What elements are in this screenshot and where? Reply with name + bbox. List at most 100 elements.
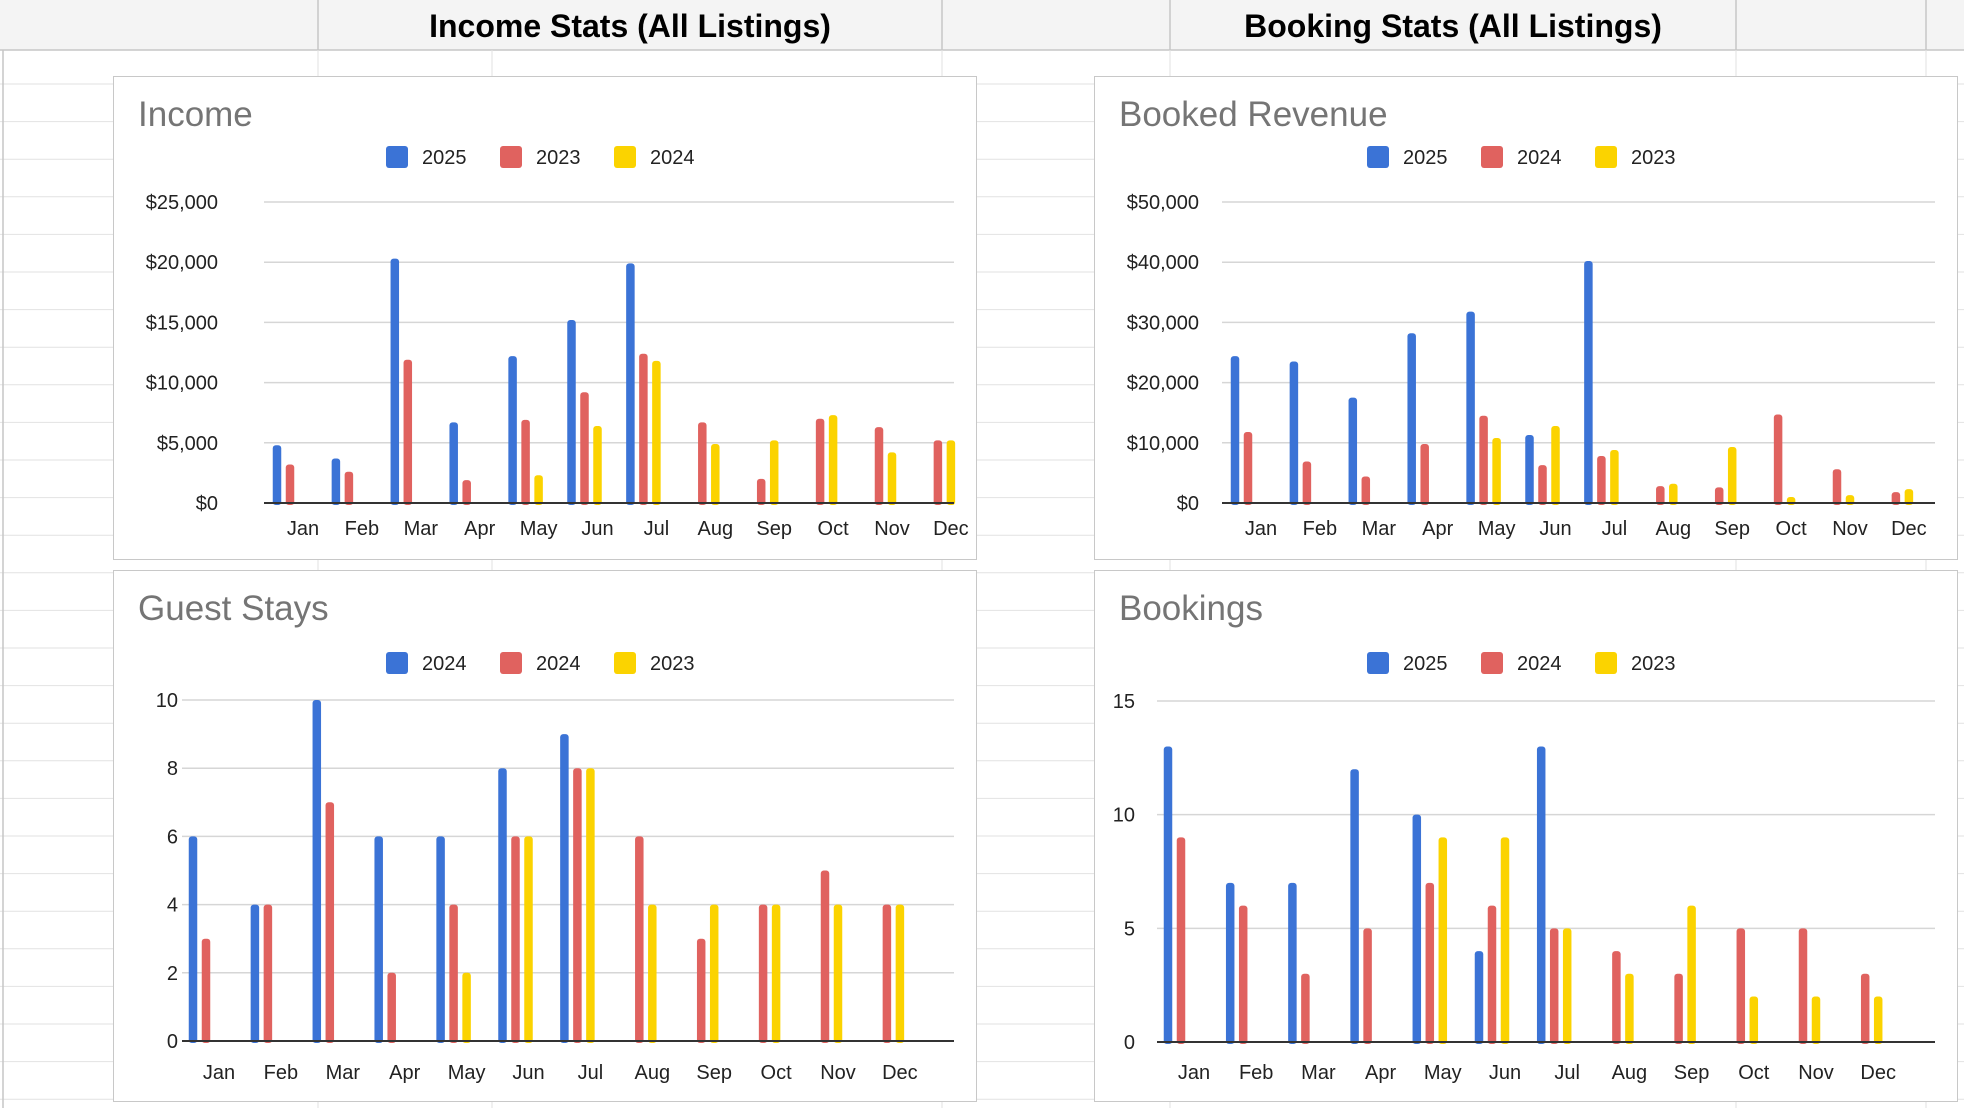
bar-2023-nov bbox=[833, 904, 843, 1043]
bar-2024-jul bbox=[1597, 456, 1606, 505]
bar-2023-oct bbox=[815, 418, 825, 505]
bookings-chart[interactable]: Bookings 0 5 10 15 Jan Feb Mar Apr May Jun Jul Aug S… bbox=[1094, 570, 1958, 1102]
y-tick-label: $40,000 bbox=[1127, 252, 1199, 274]
bar-2024-jun bbox=[1538, 465, 1547, 505]
bar-2023-jul bbox=[639, 353, 648, 505]
legend-label: 2023 bbox=[1631, 147, 1676, 169]
legend-label: 2024 bbox=[536, 653, 581, 675]
x-tick-label: Oct bbox=[1776, 518, 1808, 540]
y-tick-label: $20,000 bbox=[1127, 373, 1199, 395]
x-tick-label: Feb bbox=[1239, 1062, 1273, 1084]
legend-swatch bbox=[1595, 146, 1617, 168]
bar-2023-may bbox=[462, 972, 471, 1043]
x-tick-label: Dec bbox=[882, 1062, 918, 1084]
bar-2024-feb bbox=[250, 904, 260, 1043]
legend-label: 2023 bbox=[1631, 653, 1676, 675]
legend-item: 2025 bbox=[386, 146, 467, 169]
bar-2024-apr bbox=[374, 836, 383, 1043]
bar-2024-jun bbox=[511, 836, 520, 1043]
chart-title: Guest Stays bbox=[138, 589, 329, 628]
legend-label: 2025 bbox=[422, 147, 467, 169]
bar-2025-jul bbox=[1584, 260, 1593, 505]
bar-2025-may bbox=[1466, 311, 1475, 505]
legend-item: 2024 bbox=[614, 146, 695, 169]
legend-item: 2023 bbox=[500, 146, 581, 169]
x-tick-label: Aug bbox=[1656, 518, 1692, 540]
bar-2023-nov bbox=[1811, 996, 1821, 1044]
x-tick-label: Mar bbox=[404, 518, 439, 540]
bar-2024-jul bbox=[573, 768, 582, 1043]
bar-2024-nov bbox=[1832, 469, 1842, 505]
bar-2023-dec bbox=[1904, 489, 1914, 505]
legend-item: 2024 bbox=[500, 652, 581, 675]
legend-swatch bbox=[500, 146, 522, 168]
bar-2024-sep bbox=[1714, 487, 1724, 505]
y-tick-label: 4 bbox=[167, 895, 178, 917]
bar-2023-feb bbox=[344, 471, 354, 505]
bar-2024-jun bbox=[1487, 905, 1497, 1044]
legend-item: 2025 bbox=[1367, 652, 1448, 675]
income-chart[interactable]: Income $0 $5,000 $10,000 $15,000 $20,000 $25,… bbox=[113, 76, 977, 560]
bar-2024-jun bbox=[593, 425, 602, 505]
x-tick-label: Jan bbox=[1245, 518, 1277, 540]
y-tick-label: $50,000 bbox=[1127, 192, 1199, 214]
legend-item: 2023 bbox=[1595, 652, 1676, 675]
legend-label: 2025 bbox=[1403, 653, 1448, 675]
legend-item: 2023 bbox=[614, 652, 695, 675]
guest-stays-chart[interactable]: Guest Stays 0 2 4 6 8 10 Jan Feb Mar Apr May Jun Jul… bbox=[113, 570, 977, 1102]
x-tick-label: Jul bbox=[644, 518, 670, 540]
bar-2023-may bbox=[1438, 837, 1448, 1044]
legend-swatch bbox=[386, 652, 408, 674]
booked-revenue-chart[interactable]: Booked Revenue $0 $10,000 $20,000 $30,000 $4… bbox=[1094, 76, 1958, 560]
bar-2024-mar bbox=[1361, 476, 1371, 505]
bar-2023-oct bbox=[1749, 996, 1759, 1044]
x-tick-label: Feb bbox=[264, 1062, 298, 1084]
bar-2023-dec bbox=[895, 904, 905, 1043]
x-tick-label: Dec bbox=[1860, 1062, 1896, 1084]
x-tick-label: Feb bbox=[345, 518, 379, 540]
bar-2023-sep bbox=[1687, 905, 1696, 1044]
bar-2024-dec bbox=[1891, 492, 1901, 505]
y-tick-label: 8 bbox=[167, 758, 178, 780]
column-header-bar bbox=[0, 0, 1964, 50]
bar-2024-mar bbox=[312, 700, 322, 1043]
legend-swatch bbox=[386, 146, 408, 168]
legend-swatch bbox=[1595, 652, 1617, 674]
bar-2023-jun bbox=[524, 836, 533, 1043]
bar-2023-apr bbox=[462, 480, 471, 505]
bar-2024-aug bbox=[635, 836, 644, 1043]
y-tick-label: $25,000 bbox=[146, 192, 218, 214]
y-tick-label: 6 bbox=[167, 826, 178, 848]
legend-swatch bbox=[614, 652, 636, 674]
bar-2024-oct bbox=[758, 904, 768, 1043]
x-tick-label: Sep bbox=[1674, 1062, 1710, 1084]
bar-2023-sep bbox=[756, 478, 766, 505]
bar-2025-jun bbox=[1474, 951, 1484, 1044]
y-tick-label: $20,000 bbox=[146, 252, 218, 274]
bar-2024-nov bbox=[820, 870, 830, 1043]
y-tick-label: $10,000 bbox=[1127, 433, 1199, 455]
bar-2023-dec bbox=[933, 440, 943, 505]
x-tick-label: Apr bbox=[464, 518, 495, 540]
legend-label: 2024 bbox=[1517, 147, 1562, 169]
y-tick-label: 10 bbox=[1113, 805, 1135, 827]
y-tick-label: 2 bbox=[167, 963, 178, 985]
x-tick-label: Jun bbox=[1539, 518, 1571, 540]
y-tick-label: $5,000 bbox=[157, 433, 218, 455]
bar-2024-feb bbox=[1238, 905, 1248, 1044]
bar-2023-aug bbox=[1625, 973, 1634, 1044]
legend-item: 2024 bbox=[1481, 146, 1562, 169]
bar-2024-jan bbox=[1243, 431, 1253, 505]
bar-2024-dec bbox=[1860, 973, 1870, 1044]
y-tick-label: 0 bbox=[1124, 1032, 1135, 1054]
bar-2024-jul bbox=[652, 360, 661, 505]
bar-2024-oct bbox=[1773, 414, 1783, 505]
bar-2024-oct bbox=[828, 415, 838, 505]
bar-2024-jul bbox=[1549, 928, 1559, 1044]
x-tick-label: Sep bbox=[696, 1062, 732, 1084]
bar-2024-mar bbox=[325, 802, 335, 1043]
bar-2023-jun bbox=[1551, 425, 1560, 505]
bar-2023-oct bbox=[771, 904, 781, 1043]
bar-2023-jun bbox=[580, 392, 589, 505]
legend-label: 2023 bbox=[650, 653, 695, 675]
